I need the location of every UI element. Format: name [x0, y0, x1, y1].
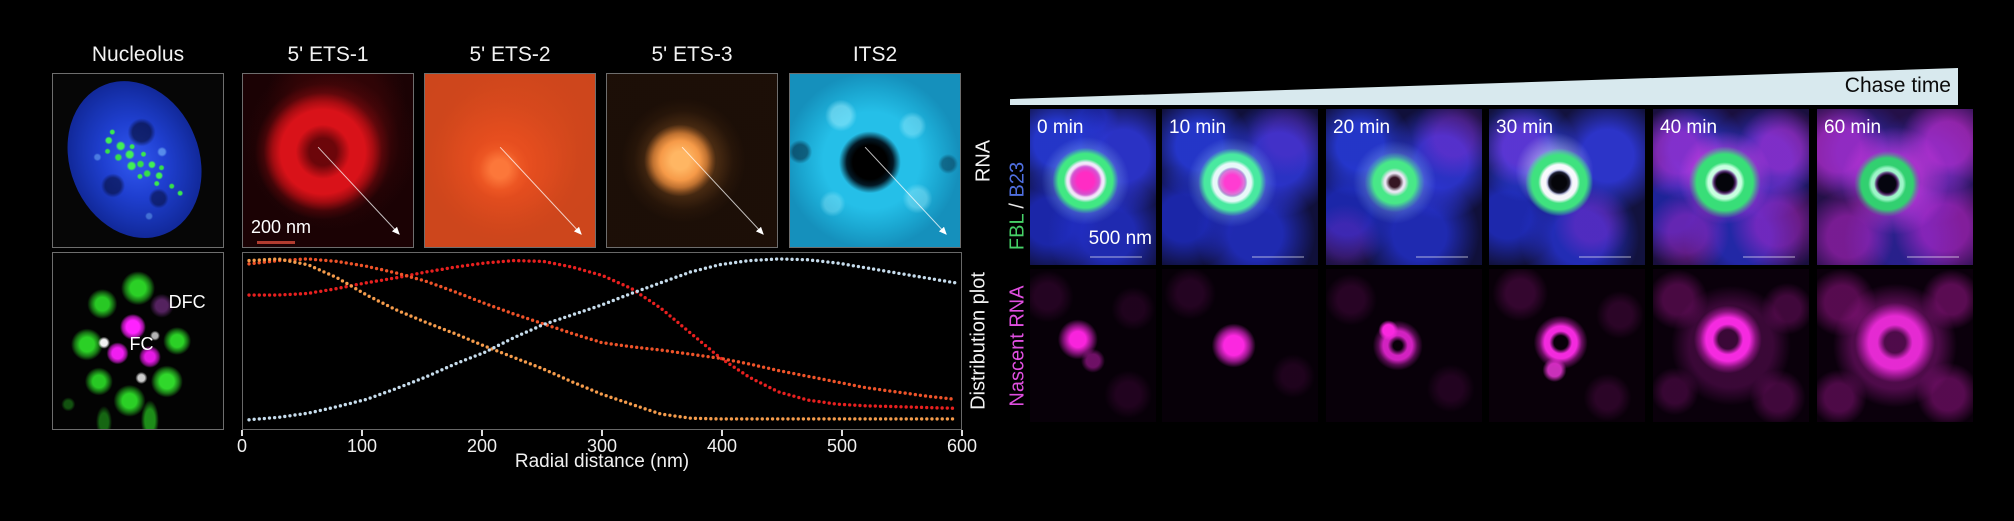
timelapse-top-30min: 30 min [1489, 109, 1645, 265]
chase-time-label: Chase time [1844, 74, 1951, 97]
column-title-5ets3: 5' ETS-3 [651, 43, 733, 66]
timepoint-label: 60 min [1824, 117, 1882, 138]
x-axis-tick [721, 430, 723, 436]
chase-time-wedge [1010, 68, 1958, 105]
distribution-plot-canvas [247, 257, 957, 422]
fbl-b23-side-label: FBL / B23 [1007, 162, 1030, 250]
timelapse-bottom-10min [1162, 269, 1318, 422]
scale-bar-label: 200 nm [251, 217, 312, 237]
column-title-5ets1: 5' ETS-1 [287, 43, 369, 66]
ets3-blob-graphic [607, 74, 777, 247]
radial-arrow-icon [864, 146, 947, 235]
x-tick-label: 600 [946, 436, 978, 456]
fc-label: FC [129, 333, 154, 354]
fbl-b23-separator: / [1006, 197, 1029, 215]
x-tick-label: 0 [236, 436, 247, 456]
timepoint-label: 0 min [1037, 117, 1084, 138]
distribution-plot [242, 252, 962, 430]
x-axis-tick [241, 430, 243, 436]
ets1-ring-graphic [243, 74, 413, 247]
radial-arrow-icon [499, 146, 582, 235]
x-axis-ticks: 0 100 200 300 400 500 600 [237, 430, 977, 475]
ets1-image: 200 nm [242, 73, 414, 248]
column-title-5ets2: 5' ETS-2 [469, 43, 551, 66]
its2-image [789, 73, 961, 248]
timelapse-bottom-20min [1326, 269, 1482, 422]
column-title-its2: ITS2 [852, 43, 898, 66]
x-axis-tick [481, 430, 483, 436]
nascent-rna-side-label: Nascent RNA [1006, 285, 1029, 407]
fc-dfc-graphic [53, 253, 223, 429]
timelapse-bottom-0min [1030, 269, 1156, 422]
x-axis-tick [961, 430, 963, 436]
x-tick-label: 200 [466, 436, 498, 456]
timelapse-bottom-60min [1817, 269, 1973, 422]
x-axis-tick [601, 430, 603, 436]
scale-bar-label-500nm: 500 nm [1088, 228, 1152, 249]
fbl-label: FBL [1006, 214, 1029, 251]
x-tick-label: 500 [826, 436, 858, 456]
timelapse-top-20min: 20 min [1326, 109, 1482, 265]
x-axis-label: Radial distance (nm) [514, 451, 690, 472]
scale-bar [257, 241, 295, 244]
timelapse-bottom-30min [1489, 269, 1645, 422]
x-tick-label: 300 [586, 436, 618, 456]
fc-dfc-image: DFC FC [52, 252, 224, 430]
b23-label: B23 [1006, 161, 1029, 198]
timelapse-bottom-40min [1653, 269, 1809, 422]
x-tick-label: 400 [706, 436, 738, 456]
timelapse-top-10min: 10 min [1162, 109, 1318, 265]
ets2-image [424, 73, 596, 248]
timelapse-top-0min: 0 min 500 nm [1030, 109, 1156, 265]
radial-arrow-icon [681, 146, 764, 235]
ets3-image [606, 73, 778, 248]
timelapse-top-60min: 60 min [1817, 109, 1973, 265]
timelapse-top-40min: 40 min [1653, 109, 1809, 265]
timepoint-label: 40 min [1660, 117, 1718, 138]
column-title-nucleolus: Nucleolus [91, 43, 185, 66]
x-axis-tick [361, 430, 363, 436]
x-tick-label: 100 [346, 436, 378, 456]
distribution-plot-side-label: Distribution plot [967, 272, 990, 410]
dfc-label: DFC [168, 291, 206, 312]
nucleolus-image [52, 73, 224, 248]
radial-arrow-icon [317, 146, 400, 235]
timepoint-label: 10 min [1169, 117, 1227, 138]
nucleus-graphic [53, 74, 223, 247]
timepoint-label: 30 min [1496, 117, 1554, 138]
x-axis-tick [841, 430, 843, 436]
rna-side-label: RNA [972, 139, 995, 183]
timepoint-label: 20 min [1333, 117, 1391, 138]
